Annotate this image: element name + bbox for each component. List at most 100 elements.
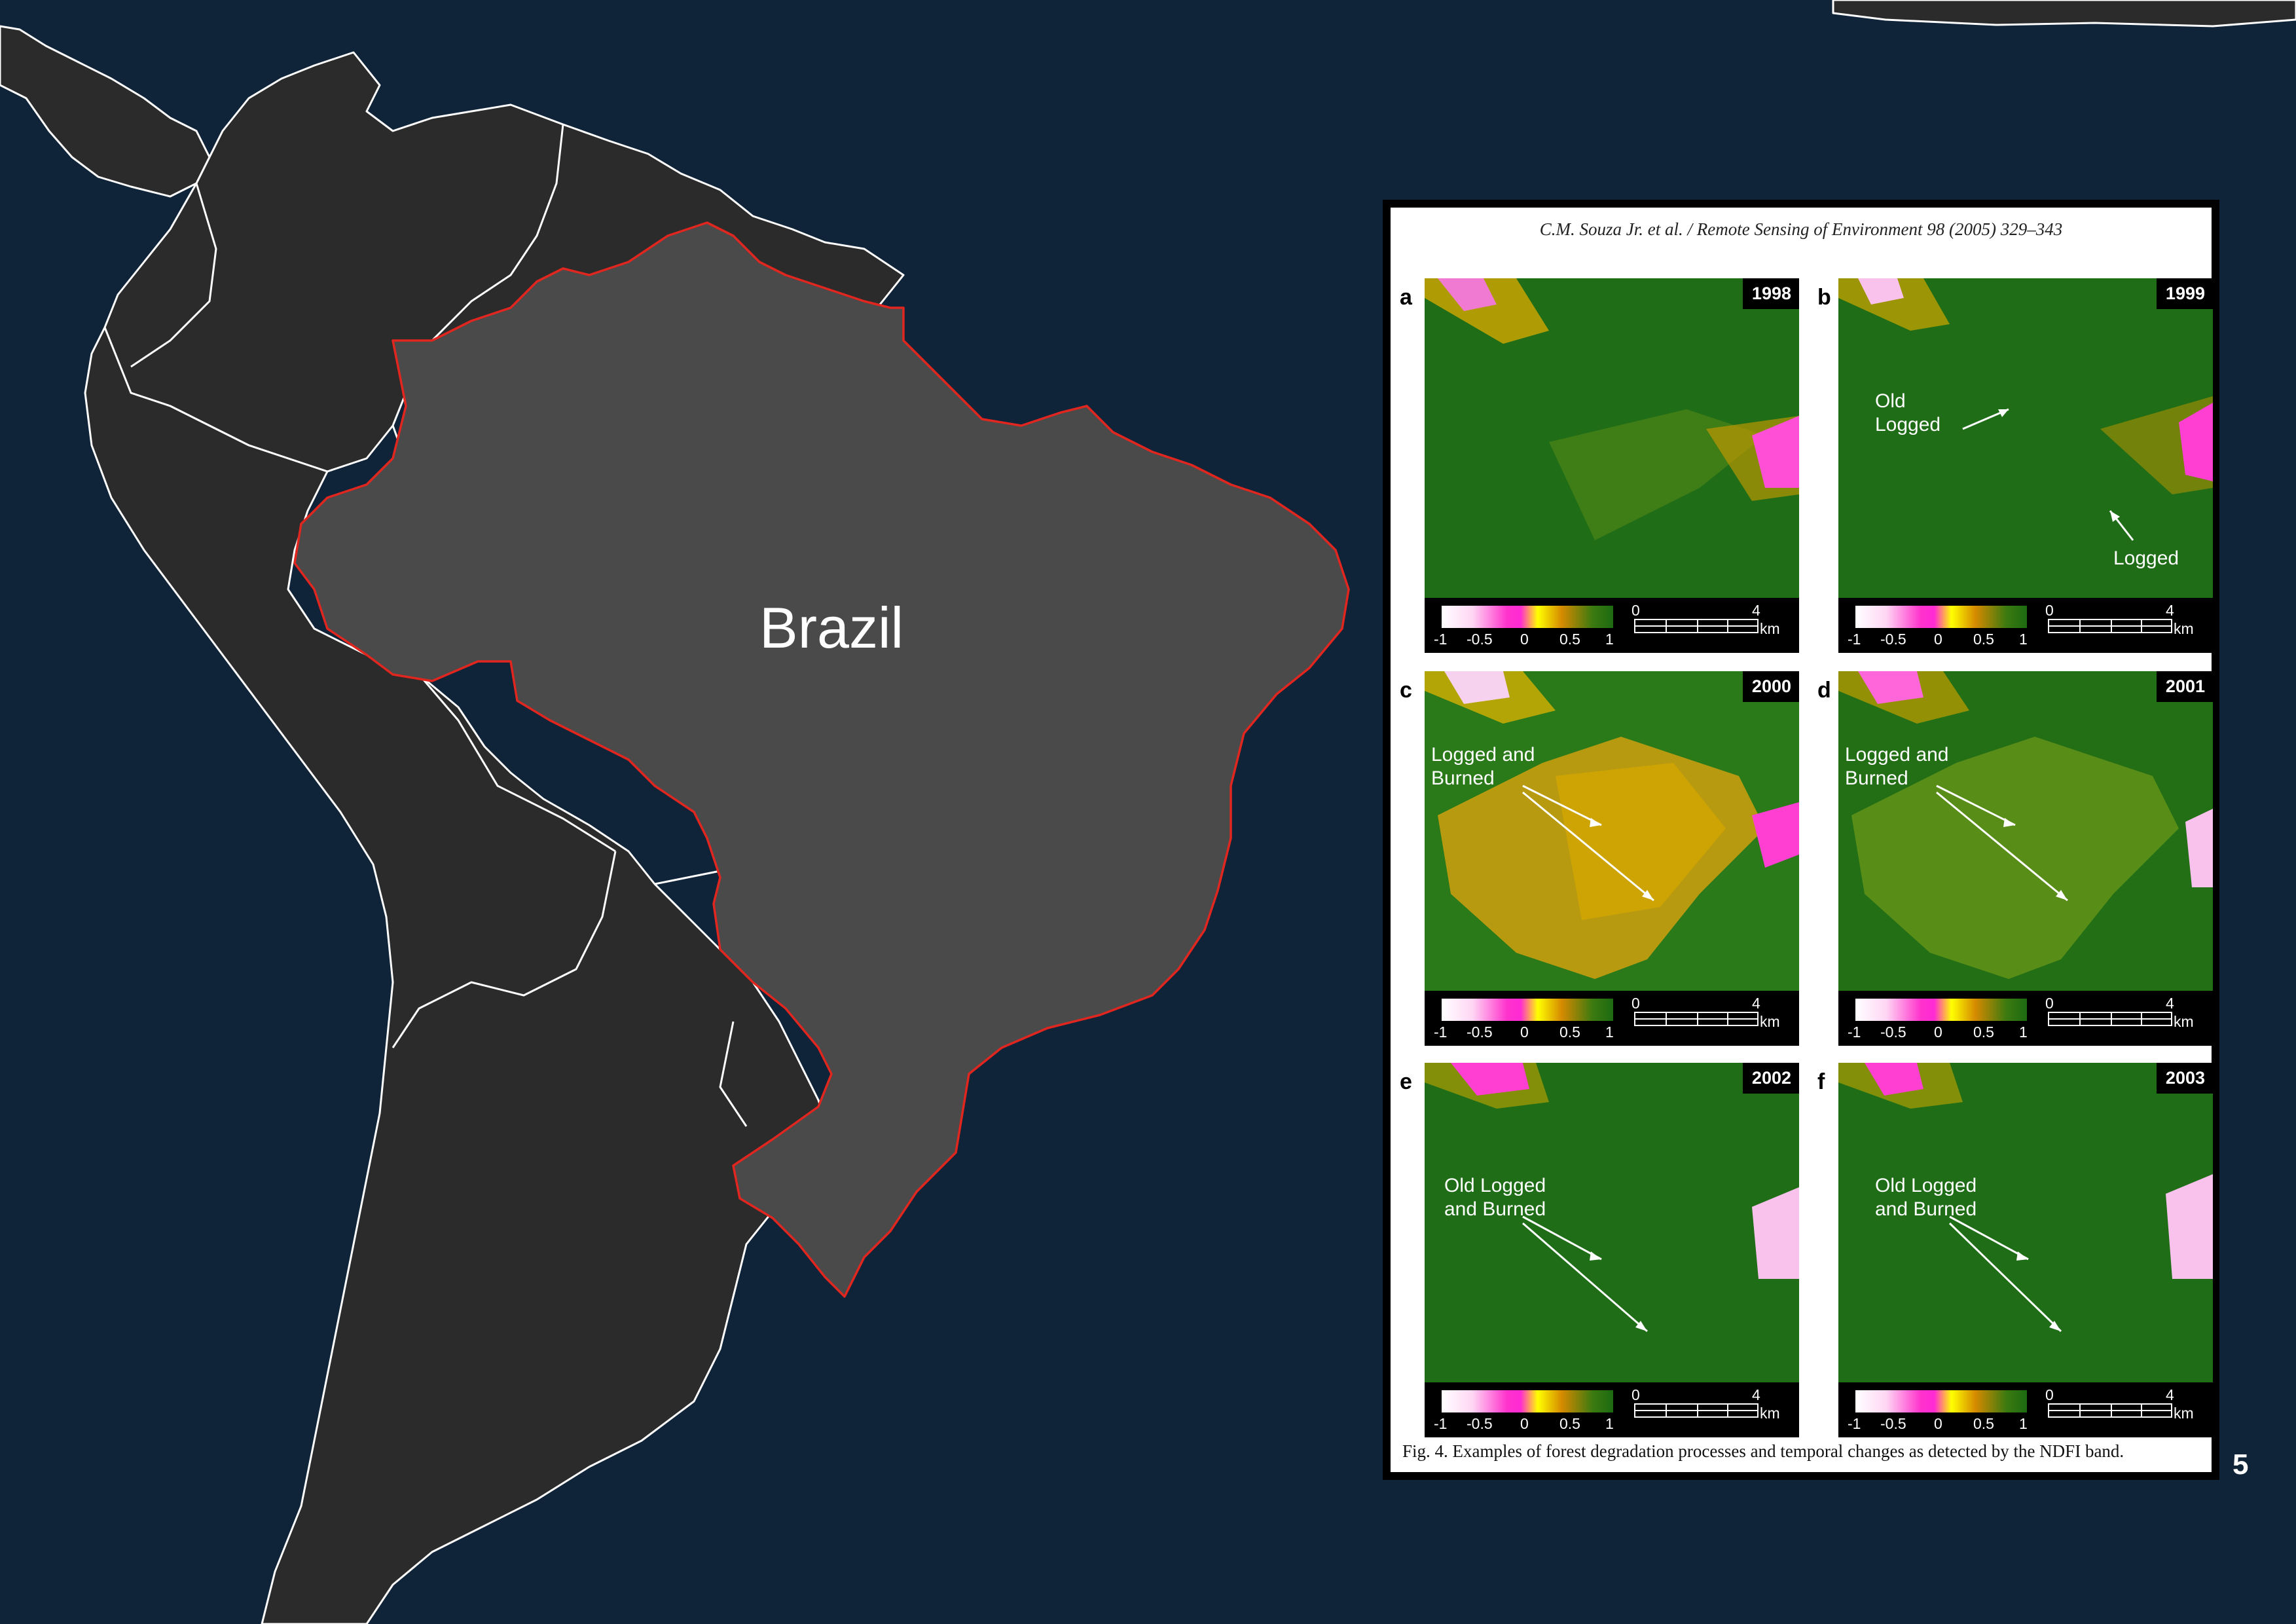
scale-bar: [1634, 619, 1758, 633]
year-badge-c: 2000: [1742, 671, 1799, 702]
colorbar-tick: -1: [1434, 1024, 1448, 1041]
legend-bar-f: -1 -0.5 0 0.5 1 0 4 km: [1838, 1382, 2213, 1437]
legend-bar-c: -1 -0.5 0 0.5 1 0 4 km: [1425, 991, 1799, 1046]
colorbar-tick: -0.5: [1467, 631, 1493, 648]
colorbar-tick: 0: [1934, 631, 1942, 648]
panel-c: 2000 Logged and Burned -1 -0.5 0 0.5 1 0…: [1425, 671, 1799, 1046]
colorbar-tick: 0: [1520, 1415, 1529, 1432]
ndfi-colorbar: [1442, 999, 1613, 1021]
colorbar-tick: 0.5: [1973, 1024, 1994, 1041]
scale-end: 4: [2166, 1386, 2174, 1403]
annotation-arrows-b: [1962, 408, 2134, 541]
colorbar-tick: 1: [1605, 1415, 1614, 1432]
ndfi-colorbar: [1855, 1390, 2027, 1412]
colorbar-tick: -1: [1434, 631, 1448, 648]
colorbar-tick: 0.5: [1973, 1415, 1994, 1432]
annotation-arrows-f: [1948, 1215, 2062, 1333]
annotation-logged: Logged: [2113, 547, 2179, 569]
year-badge-a: 1998: [1742, 278, 1799, 309]
ndfi-colorbar: [1442, 606, 1613, 628]
scale-unit: km: [1760, 1013, 1780, 1030]
figure-caption: Fig. 4. Examples of forest degradation p…: [1402, 1441, 2124, 1461]
scale-start: 0: [2045, 1386, 2054, 1403]
scale-bar: [1634, 1012, 1758, 1026]
annotation-old-logged: Old Logged: [1875, 390, 1941, 435]
panel-letter-c: c: [1400, 678, 1412, 703]
scale-end: 4: [1752, 995, 1760, 1012]
ndfi-image-a: [1425, 278, 1799, 598]
panel-letter-d: d: [1817, 678, 1831, 703]
scale-unit: km: [2174, 1013, 2194, 1030]
annotation-arrows-d: [1936, 784, 2068, 902]
colorbar-tick: 0.5: [1559, 631, 1580, 648]
colorbar-tick: 0: [1520, 1024, 1529, 1041]
panel-letter-e: e: [1400, 1069, 1412, 1094]
panel-f: 2003 Old Logged and Burned -1 -0.5 0 0.5…: [1838, 1063, 2213, 1437]
panel-letter-a: a: [1400, 285, 1412, 310]
colorbar-tick: -1: [1434, 1415, 1448, 1432]
ndfi-image-f: [1838, 1063, 2213, 1382]
scale-unit: km: [2174, 620, 2194, 637]
central-america: [0, 25, 211, 198]
page-number: 5: [2232, 1449, 2249, 1481]
colorbar-tick: 0.5: [1559, 1024, 1580, 1041]
figure-header: C.M. Souza Jr. et al. / Remote Sensing o…: [1539, 219, 2063, 239]
colorbar-tick: 0.5: [1973, 631, 1994, 648]
scale-end: 4: [2166, 602, 2174, 619]
panel-letter-f: f: [1817, 1069, 1825, 1094]
scale-start: 0: [1631, 995, 1640, 1012]
panel-a: 1998 -1 -0.5 0 0.5 1 0 4 km: [1425, 278, 1799, 653]
colorbar-tick: 0: [1520, 631, 1529, 648]
western-southern-countries: [84, 326, 833, 1624]
colorbar-tick: -0.5: [1880, 631, 1906, 648]
colorbar-tick: 1: [2019, 1024, 2028, 1041]
colorbar-tick: -0.5: [1880, 1024, 1906, 1041]
scale-bar: [2048, 619, 2172, 633]
annotation-logged-burned: Logged and Burned: [1845, 744, 1949, 789]
colorbar-tick: -1: [1848, 1415, 1861, 1432]
annotation-logged-burned: Logged and Burned: [1431, 744, 1535, 789]
scale-bar: [1634, 1403, 1758, 1418]
year-badge-d: 2001: [2156, 671, 2213, 702]
colorbar-tick: 0.5: [1559, 1415, 1580, 1432]
colorbar-tick: 1: [1605, 1024, 1614, 1041]
annotation-arrows-e: [1522, 1215, 1648, 1333]
panel-e: 2002 Old Logged and Burned -1 -0.5 0 0.5…: [1425, 1063, 1799, 1437]
legend-bar-a: -1 -0.5 0 0.5 1 0 4 km: [1425, 598, 1799, 653]
panel-b: 1999 Old Logged Logged -1 -0.5 0 0.5 1 0…: [1838, 278, 2213, 653]
scale-start: 0: [2045, 995, 2054, 1012]
panel-letter-b: b: [1817, 285, 1831, 310]
brazil-region: [293, 221, 1350, 1298]
brazil-label: Brazil: [759, 595, 904, 660]
legend-bar-d: -1 -0.5 0 0.5 1 0 4 km: [1838, 991, 2213, 1046]
annotation-old-logged-burned: Old Logged and Burned: [1444, 1175, 1546, 1220]
colorbar-tick: -0.5: [1467, 1024, 1493, 1041]
scale-end: 4: [1752, 1386, 1760, 1403]
scale-bar: [2048, 1403, 2172, 1418]
annotation-arrows-c: [1522, 784, 1654, 902]
ndfi-image-e: [1425, 1063, 1799, 1382]
scale-end: 4: [2166, 995, 2174, 1012]
scale-bar: [2048, 1012, 2172, 1026]
ndfi-colorbar: [1855, 999, 2027, 1021]
ndfi-colorbar: [1442, 1390, 1613, 1412]
ndfi-image-b: [1838, 278, 2213, 598]
scale-unit: km: [1760, 620, 1780, 637]
colorbar-tick: 0: [1934, 1024, 1942, 1041]
colorbar-tick: 0: [1934, 1415, 1942, 1432]
scale-unit: km: [1760, 1405, 1780, 1422]
colorbar-tick: -0.5: [1467, 1415, 1493, 1432]
scale-end: 4: [1752, 602, 1760, 619]
year-badge-f: 2003: [2156, 1063, 2213, 1094]
scale-unit: km: [2174, 1405, 2194, 1422]
colorbar-tick: 1: [2019, 1415, 2028, 1432]
annotation-old-logged-burned: Old Logged and Burned: [1875, 1175, 1977, 1220]
scale-start: 0: [1631, 602, 1640, 619]
panel-d: 2001 Logged and Burned -1 -0.5 0 0.5 1 0…: [1838, 671, 2213, 1046]
paper-figure: C.M. Souza Jr. et al. / Remote Sensing o…: [1383, 200, 2219, 1480]
scale-start: 0: [1631, 1386, 1640, 1403]
year-badge-b: 1999: [2156, 278, 2213, 309]
colorbar-tick: 1: [1605, 631, 1614, 648]
colorbar-tick: -1: [1848, 631, 1861, 648]
